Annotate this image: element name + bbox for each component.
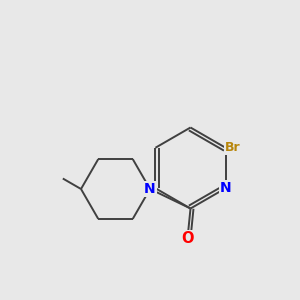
Text: N: N — [144, 182, 156, 196]
Text: Br: Br — [225, 141, 241, 154]
Text: O: O — [181, 231, 194, 246]
Text: N: N — [144, 182, 156, 196]
Text: N: N — [220, 181, 231, 195]
